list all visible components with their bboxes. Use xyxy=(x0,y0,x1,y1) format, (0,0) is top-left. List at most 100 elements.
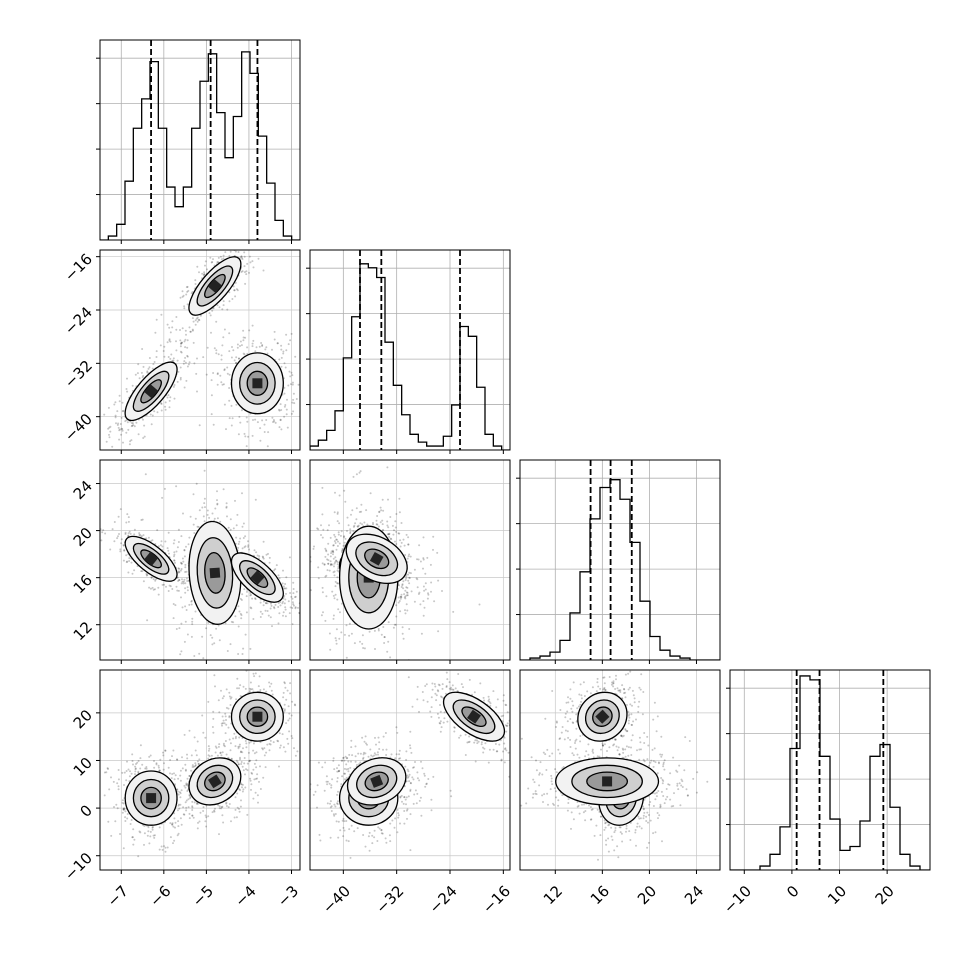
scatter-point xyxy=(225,506,228,509)
scatter-point xyxy=(216,754,219,757)
scatter-point xyxy=(179,792,182,795)
scatter-point xyxy=(119,508,122,511)
scatter-point xyxy=(413,600,416,603)
scatter-point xyxy=(271,625,273,628)
scatter-point xyxy=(244,282,247,285)
scatter-point xyxy=(120,416,123,419)
scatter-point xyxy=(152,578,155,581)
scatter-point xyxy=(244,535,247,538)
scatter-point xyxy=(193,801,196,804)
scatter-point xyxy=(249,647,252,650)
scatter-point xyxy=(394,623,397,626)
scatter-point xyxy=(132,763,134,766)
scatter-point xyxy=(194,749,197,752)
scatter-point xyxy=(307,617,309,619)
scatter-point xyxy=(211,512,214,515)
scatter-point xyxy=(180,562,183,565)
scatter-point xyxy=(237,543,240,545)
scatter-point xyxy=(226,515,228,518)
scatter-point xyxy=(437,630,440,633)
scatter-point xyxy=(327,559,330,562)
scatter-point xyxy=(176,790,179,793)
scatter-point xyxy=(258,236,260,238)
y-tick-label: 24 xyxy=(70,477,96,503)
scatter-point xyxy=(350,632,353,635)
scatter-point xyxy=(195,802,198,805)
scatter-point xyxy=(287,742,290,745)
scatter-point xyxy=(424,572,427,575)
scatter-point xyxy=(403,544,406,547)
scatter-point xyxy=(382,528,385,531)
scatter-point xyxy=(241,653,244,655)
scatter-point xyxy=(161,848,164,851)
scatter-point xyxy=(294,606,297,609)
scatter-point xyxy=(195,482,198,485)
scatter-point xyxy=(142,534,145,537)
scatter-point xyxy=(236,792,239,795)
scatter-point xyxy=(366,523,369,526)
scatter-point xyxy=(173,551,176,554)
scatter-point xyxy=(172,825,175,828)
scatter-point xyxy=(341,549,344,552)
scatter-point xyxy=(291,623,294,626)
scatter-point xyxy=(179,376,182,379)
scatter-point xyxy=(100,539,103,542)
scatter-point xyxy=(291,374,294,377)
scatter-point xyxy=(353,524,356,527)
scatter-point xyxy=(328,524,330,527)
scatter-point xyxy=(174,774,177,777)
scatter-point xyxy=(377,627,380,630)
scatter-point xyxy=(328,569,331,572)
scatter-point xyxy=(132,424,135,427)
scatter-point xyxy=(122,441,124,444)
scatter-point xyxy=(398,584,400,587)
scatter-point xyxy=(331,590,334,593)
scatter-point xyxy=(338,522,341,525)
scatter-point xyxy=(247,751,250,754)
scatter-point xyxy=(277,622,280,625)
scatter-point xyxy=(225,719,227,721)
scatter-point xyxy=(245,742,248,745)
scatter-point xyxy=(220,689,222,692)
scatter-point xyxy=(368,849,371,852)
scatter-point xyxy=(117,769,120,771)
scatter-point xyxy=(195,372,198,375)
scatter-point xyxy=(196,316,199,319)
scatter-point xyxy=(293,402,296,405)
scatter-point xyxy=(301,735,303,737)
scatter-point xyxy=(266,445,269,448)
scatter-point xyxy=(171,823,174,826)
scatter-point xyxy=(215,320,218,323)
scatter-point xyxy=(405,575,408,578)
scatter-point xyxy=(408,576,411,579)
scatter-point xyxy=(332,614,335,617)
scatter-point xyxy=(212,423,215,426)
scatter-point xyxy=(419,603,422,606)
scatter-point xyxy=(229,643,232,646)
scatter-point xyxy=(164,749,167,752)
scatter-point xyxy=(186,303,189,306)
scatter-point xyxy=(161,583,164,586)
scatter-point xyxy=(317,577,320,580)
scatter-point xyxy=(282,350,285,353)
scatter-point xyxy=(190,754,193,757)
scatter-point xyxy=(283,682,286,685)
scatter-point xyxy=(321,591,324,594)
panel-frame xyxy=(99,459,301,661)
scatter-point xyxy=(374,648,376,650)
scatter-point xyxy=(348,634,351,637)
scatter-point xyxy=(220,754,223,757)
scatter-point xyxy=(184,361,187,364)
scatter-point xyxy=(394,526,397,529)
scatter-point xyxy=(224,715,227,718)
scatter-point xyxy=(294,355,297,358)
scatter-point xyxy=(186,633,189,636)
scatter-point xyxy=(345,839,348,842)
scatter-point xyxy=(177,571,180,574)
scatter-point xyxy=(262,688,265,691)
scatter-point xyxy=(177,777,180,780)
scatter-point xyxy=(251,772,254,775)
scatter-point xyxy=(188,536,191,539)
scatter-point xyxy=(273,338,276,341)
scatter-point xyxy=(351,681,353,683)
